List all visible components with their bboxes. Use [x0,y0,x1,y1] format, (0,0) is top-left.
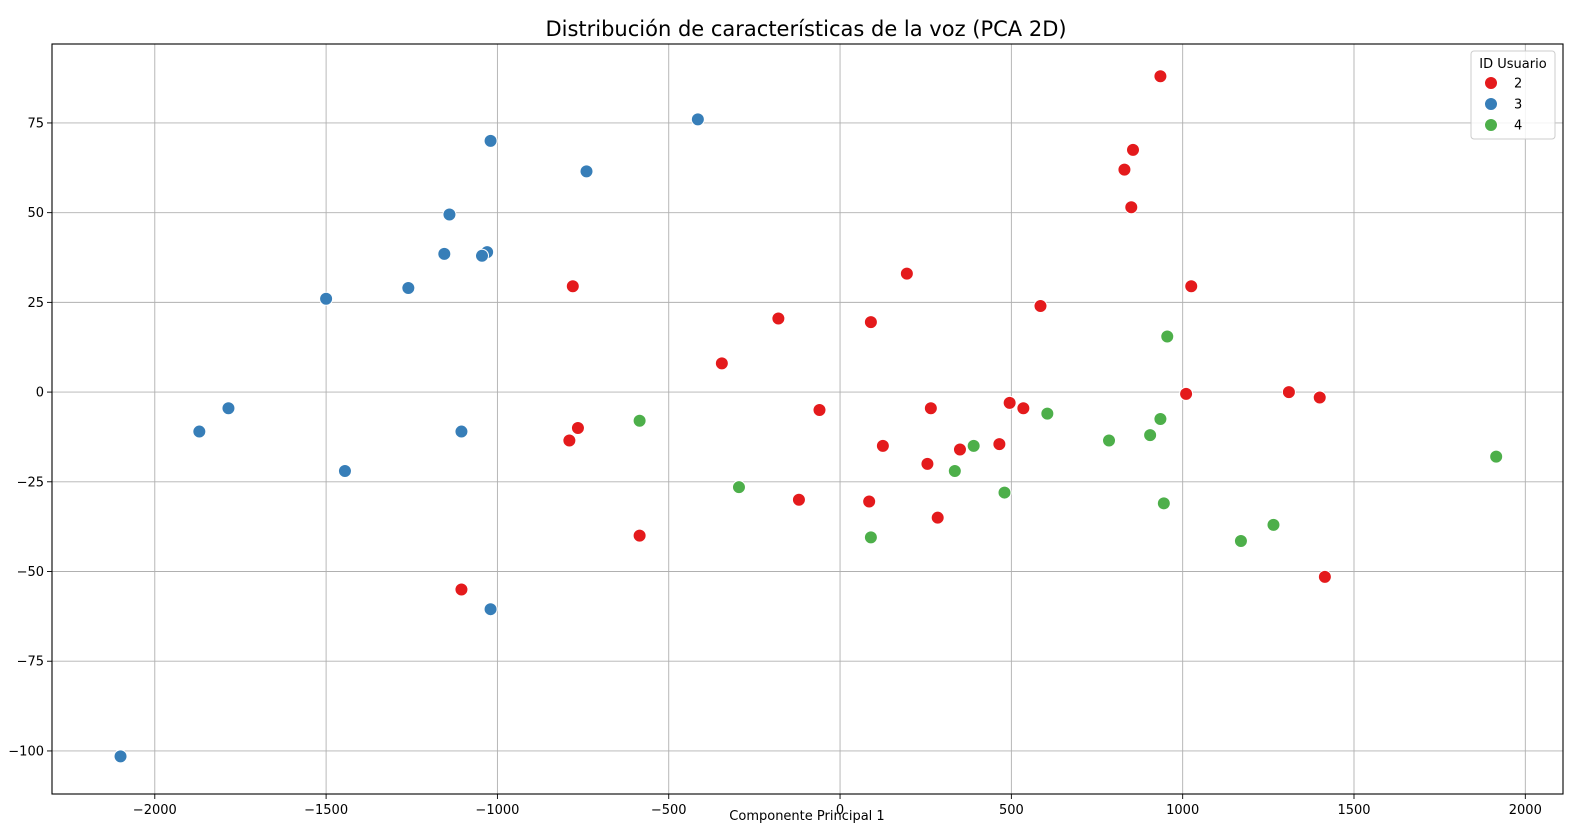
data-point-user-3 [319,291,334,306]
data-points [113,69,1504,764]
y-axis-ticks: −100 −75 −50 −25 0 25 50 75 [8,116,52,759]
data-point-user-4 [731,480,746,495]
legend: ID Usuario 2 3 4 [1470,50,1556,140]
legend-label-4: 4 [1514,119,1522,134]
x-tick-label: −1500 [304,803,348,818]
legend-marker-3 [1484,97,1498,111]
data-point-user-2 [1317,569,1332,584]
legend-marker-4 [1484,118,1498,132]
x-tick-label: 2000 [1509,803,1542,818]
legend-marker-2 [1484,76,1498,90]
data-point-user-2 [875,438,890,453]
legend-label-2: 2 [1514,77,1522,92]
data-point-user-4 [1233,534,1248,549]
data-point-user-2 [952,442,967,457]
data-point-user-4 [1160,329,1175,344]
data-point-user-2 [1033,298,1048,313]
data-point-user-2 [1153,69,1168,84]
x-tick-label: 500 [999,803,1024,818]
data-point-user-2 [1016,401,1031,416]
data-point-user-4 [1143,428,1158,443]
legend-title: ID Usuario [1479,57,1546,72]
data-point-user-2 [812,403,827,418]
x-axis-ticks: −2000 −1500 −1000 −500 0 500 1000 1500 2000 [133,794,1542,818]
data-point-user-2 [1281,385,1296,400]
y-tick-label: 25 [27,296,44,311]
data-point-user-2 [1117,162,1132,177]
grid-lines [52,44,1563,794]
data-point-user-3 [113,749,128,764]
data-point-user-2 [632,528,647,543]
data-point-user-3 [221,401,236,416]
y-tick-label: −25 [17,475,44,490]
data-point-user-2 [863,315,878,330]
data-point-user-3 [437,246,452,261]
data-point-user-2 [1124,200,1139,215]
data-point-user-4 [1156,496,1171,511]
y-tick-label: −50 [17,565,44,580]
data-point-user-2 [1312,390,1327,405]
data-point-user-4 [632,413,647,428]
data-point-user-4 [997,485,1012,500]
data-point-user-4 [1266,517,1281,532]
data-point-user-2 [791,492,806,507]
data-point-user-3 [337,464,352,479]
data-point-user-2 [1179,386,1194,401]
data-point-user-2 [992,437,1007,452]
y-tick-label: −75 [17,655,44,670]
x-tick-label: 1500 [1337,803,1370,818]
data-point-user-2 [771,311,786,326]
data-point-user-2 [923,401,938,416]
data-point-user-2 [899,266,914,281]
data-point-user-4 [1489,449,1504,464]
x-axis-label: Componente Principal 1 [729,809,884,824]
x-tick-label: −2000 [133,803,177,818]
data-point-user-4 [947,464,962,479]
data-point-user-3 [454,424,469,439]
data-point-user-2 [920,456,935,471]
data-point-user-4 [863,530,878,545]
legend-items: 2 3 4 [1484,76,1522,134]
legend-label-3: 3 [1514,98,1522,113]
data-point-user-2 [565,279,580,294]
data-point-user-2 [930,510,945,525]
y-tick-label: 0 [36,386,44,401]
x-tick-label: 1000 [1166,803,1199,818]
data-point-user-3 [401,281,416,296]
plot-frame [51,43,1564,795]
data-point-user-2 [714,356,729,371]
data-point-user-4 [1040,406,1055,421]
data-point-user-2 [1125,142,1140,157]
data-point-user-3 [483,133,498,148]
x-tick-label: −500 [651,803,687,818]
y-tick-label: 75 [27,116,44,131]
data-point-user-2 [862,494,877,509]
data-point-user-2 [570,420,585,435]
data-point-user-4 [1153,412,1168,426]
data-point-user-2 [562,433,577,448]
chart-title: Distribución de características de la vo… [545,17,1066,41]
legend-box [1470,50,1556,140]
x-tick-label: 0 [836,803,844,818]
data-point-user-2 [1002,395,1017,410]
data-point-user-3 [690,112,705,127]
data-point-user-3 [192,424,207,439]
data-point-user-3 [483,602,498,617]
x-tick-label: −1000 [475,803,519,818]
data-point-user-3 [579,164,594,179]
data-point-user-3 [475,248,490,263]
data-point-user-3 [442,207,457,222]
y-tick-label: 50 [27,206,44,221]
data-point-user-4 [966,438,981,453]
data-point-user-2 [1184,279,1199,294]
data-point-user-4 [1102,433,1117,448]
data-point-user-2 [454,582,469,597]
y-tick-label: −100 [8,744,44,759]
